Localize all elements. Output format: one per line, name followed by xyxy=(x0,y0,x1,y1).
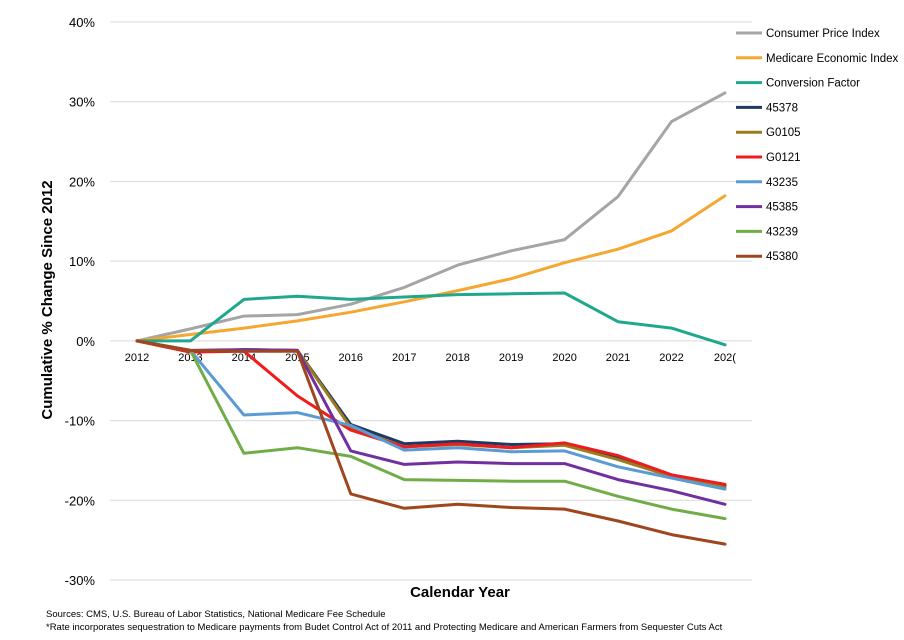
x-axis-title: Calendar Year xyxy=(410,584,510,601)
x-tick-label: 2020 xyxy=(552,352,576,364)
series-line xyxy=(135,91,727,343)
x-tick-label: 2019 xyxy=(499,352,523,364)
legend-label: 45385 xyxy=(766,202,798,214)
sources-footnote: Sources: CMS, U.S. Bureau of Labor Stati… xyxy=(46,609,386,620)
legend-label: 45378 xyxy=(766,102,798,114)
x-tick-label: 2021 xyxy=(606,352,630,364)
x-tick-label: 2012 xyxy=(125,352,149,364)
series-line xyxy=(135,339,727,491)
y-tick-label: -20% xyxy=(65,493,96,508)
legend-label: Medicare Economic Index xyxy=(766,53,899,65)
legend-label: 43235 xyxy=(766,177,798,189)
y-tick-label: -30% xyxy=(65,573,96,588)
y-tick-label: -10% xyxy=(65,414,96,429)
legend-label: G0121 xyxy=(766,152,801,164)
y-tick-label: 10% xyxy=(69,254,95,269)
series-line xyxy=(135,339,727,546)
sequestration-footnote: *Rate incorporates sequestration to Medi… xyxy=(46,622,723,633)
legend-label: 45380 xyxy=(766,251,798,263)
y-tick-label: 30% xyxy=(69,95,95,110)
legend-label: G0105 xyxy=(766,127,801,139)
gridlines xyxy=(110,21,752,581)
y-tick-label: 20% xyxy=(69,174,95,189)
series-lines xyxy=(135,91,727,546)
x-tick-label: 2018 xyxy=(445,352,469,364)
x-tick-label: 202( xyxy=(714,352,736,364)
x-tick-label: 2022 xyxy=(659,352,683,364)
legend-label: Consumer Price Index xyxy=(766,28,880,40)
y-axis-ticks: 40% 30% 20% 10% 0% -10% -20% -30% xyxy=(65,15,96,588)
series-line xyxy=(135,339,727,521)
y-tick-label: 0% xyxy=(76,334,95,349)
legend-label: 43239 xyxy=(766,226,798,238)
x-tick-label: 2016 xyxy=(339,352,363,364)
legend: Consumer Price Index Medicare Economic In… xyxy=(736,28,899,263)
series-line xyxy=(135,291,727,347)
y-axis-title: Cumulative % Change Since 2012 xyxy=(39,180,56,419)
x-tick-label: 2017 xyxy=(392,352,416,364)
x-axis-ticks: 2012 2013 2014 2015 2016 2017 2018 2019 2020 2021… xyxy=(125,352,737,364)
y-tick-label: 40% xyxy=(69,15,95,30)
legend-label: Conversion Factor xyxy=(766,78,860,90)
